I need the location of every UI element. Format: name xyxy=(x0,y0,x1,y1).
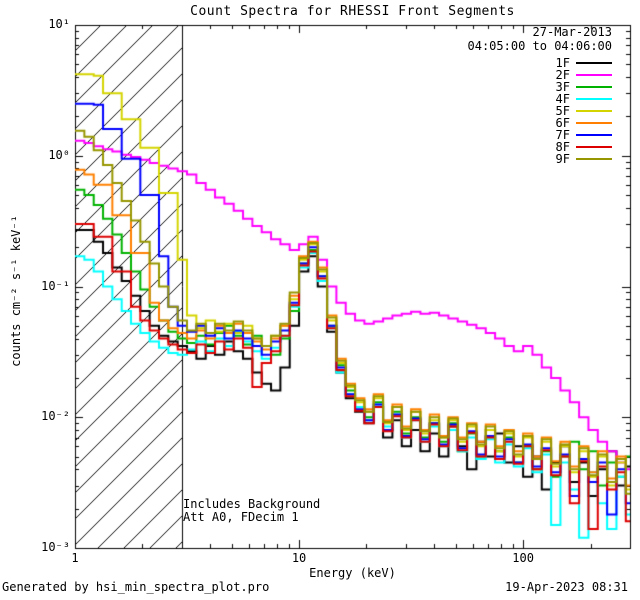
legend-line-swatch xyxy=(576,110,612,112)
annotation-includes-background: Includes Background xyxy=(183,497,321,511)
legend-line-swatch xyxy=(576,122,612,124)
x-tick-label: 100 xyxy=(512,551,534,565)
legend-item: 6F xyxy=(556,117,612,129)
legend-label: 2F xyxy=(555,68,570,82)
y-tick-label: 10⁰ xyxy=(48,147,70,162)
legend-line-swatch xyxy=(576,86,612,88)
footer-generated-by: Generated by hsi_min_spectra_plot.pro xyxy=(2,580,270,594)
legend-item: 7F xyxy=(556,129,612,141)
legend-item: 4F xyxy=(556,93,612,105)
legend-item: 1F xyxy=(556,57,612,69)
annotation-attenuator-state: Att A0, FDecim 1 xyxy=(183,510,299,524)
observation-time-range: 04:05:00 to 04:06:00 xyxy=(467,39,613,53)
legend-item: 5F xyxy=(556,105,612,117)
legend-line-swatch xyxy=(576,158,612,160)
y-tick-label: 10¹ xyxy=(48,17,70,31)
legend-label: 6F xyxy=(555,116,570,130)
legend-label: 1F xyxy=(555,56,570,70)
legend-line-swatch xyxy=(576,74,612,76)
legend-line-swatch xyxy=(576,146,612,148)
legend-label: 5F xyxy=(555,104,570,118)
observation-date: 27-Mar-2013 xyxy=(532,25,612,39)
footer-timestamp: 19-Apr-2023 08:31 xyxy=(505,580,628,594)
legend-label: 7F xyxy=(555,128,570,142)
y-tick-label: 10⁻² xyxy=(41,409,70,424)
x-axis-label: Energy (keV) xyxy=(309,566,396,580)
legend-label: 3F xyxy=(555,80,570,94)
legend: 1F 2F 3F 4F 5F 6F 7F 8F 9F xyxy=(556,57,612,165)
legend-item: 2F xyxy=(556,69,612,81)
legend-line-swatch xyxy=(576,98,612,100)
y-tick-label: 10⁻³ xyxy=(41,540,70,554)
legend-label: 4F xyxy=(555,92,570,106)
x-tick-label: 1 xyxy=(71,551,79,565)
legend-item: 8F xyxy=(556,141,612,153)
plot-title: Count Spectra for RHESSI Front Segments xyxy=(190,4,515,19)
legend-label: 8F xyxy=(555,140,570,154)
legend-line-swatch xyxy=(576,62,612,64)
x-tick-label: 10 xyxy=(291,551,307,565)
legend-label: 9F xyxy=(555,152,570,166)
legend-item: 9F xyxy=(556,153,612,165)
y-tick-label: 10⁻¹ xyxy=(41,278,70,293)
legend-line-swatch xyxy=(576,134,612,136)
legend-item: 3F xyxy=(556,81,612,93)
